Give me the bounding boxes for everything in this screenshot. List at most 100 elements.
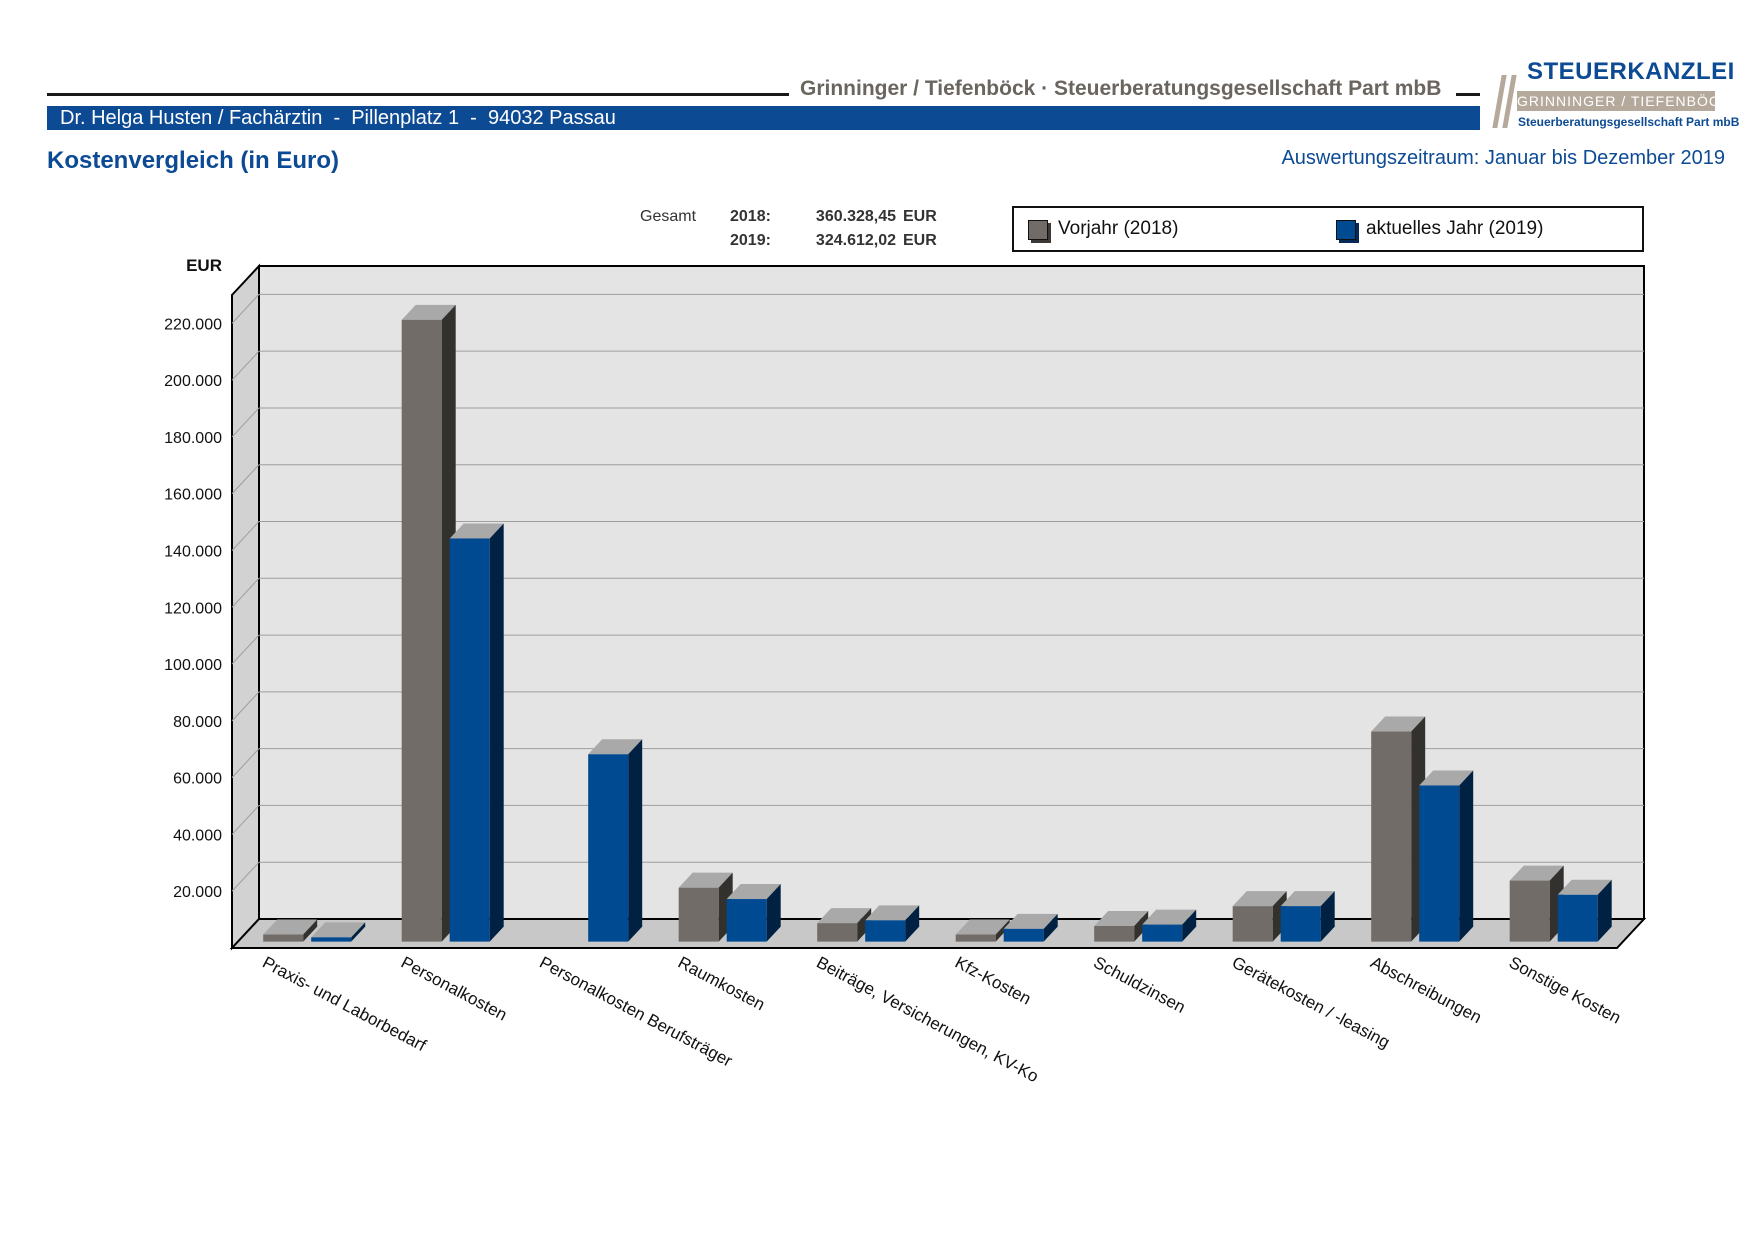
gridline-side <box>231 861 260 892</box>
bar-side <box>995 919 1010 942</box>
bar-top <box>1003 913 1058 929</box>
bar-side <box>1459 770 1474 942</box>
bar <box>311 937 352 942</box>
y-tick-label: 80.000 <box>173 714 222 731</box>
y-tick-label: 180.000 <box>164 430 222 447</box>
bar <box>955 934 996 942</box>
bar-top <box>817 908 872 924</box>
bar-top <box>588 739 643 755</box>
bar-top <box>955 919 1010 935</box>
bar-side <box>905 905 920 942</box>
totals-amount: 324.612,02 <box>815 232 896 249</box>
x-tick-label: Abschreibungen <box>1367 953 1484 1027</box>
bar <box>588 754 629 942</box>
totals-amount: 360.328,45 <box>815 208 896 225</box>
bar-top <box>1142 909 1197 925</box>
bar-top <box>1557 879 1612 895</box>
totals-label: Gesamt <box>640 208 697 225</box>
y-tick-label: 140.000 <box>164 544 222 561</box>
bar <box>726 899 767 942</box>
bar-side <box>1320 891 1335 942</box>
client-bar: Dr. Helga Husten / Fachärztin - Pillenpl… <box>47 106 1480 130</box>
bar-side <box>351 922 366 942</box>
bar-side <box>628 739 643 942</box>
gridline-side <box>231 634 260 665</box>
legend-swatch-prior-year <box>1028 220 1048 240</box>
bar-side <box>1134 911 1149 942</box>
x-tick-label: Beiträge, Versicherungen, KV-Ko <box>813 953 1041 1086</box>
bar-side <box>1597 879 1612 942</box>
bar-top <box>1371 716 1426 732</box>
bar <box>1142 924 1183 942</box>
y-tick-label: 100.000 <box>164 657 222 674</box>
bar-top <box>1094 911 1149 927</box>
bar-top <box>1232 891 1287 907</box>
bar-side <box>303 919 318 942</box>
bar-top <box>678 872 733 888</box>
bar <box>1557 894 1598 942</box>
x-tick-label: Personalkosten <box>398 953 510 1025</box>
logo-band-text: GRINNINGER / TIEFENBÖCK <box>1517 93 1731 109</box>
evaluation-period: Auswertungszeitraum: Januar bis Dezember… <box>1281 147 1725 169</box>
bar <box>449 538 490 942</box>
totals-unit: EUR <box>903 232 937 249</box>
bar <box>1280 906 1321 942</box>
y-tick-label: 20.000 <box>173 884 222 901</box>
legend-label-prior-year: Vorjahr (2018) <box>1058 218 1179 239</box>
gridline-side <box>231 407 260 438</box>
bar-top <box>1509 865 1564 881</box>
bar-top <box>449 523 504 539</box>
y-axis-label: EUR <box>186 256 222 275</box>
gridline-side <box>231 464 260 495</box>
x-tick-label: Raumkosten <box>675 953 768 1015</box>
bar <box>1509 880 1550 942</box>
x-tick-label: Sonstige Kosten <box>1506 953 1624 1028</box>
bar <box>1003 928 1044 942</box>
totals-year: 2018: <box>730 208 771 225</box>
y-tick-label: 120.000 <box>164 600 222 617</box>
bar-top <box>865 905 920 921</box>
bar <box>1419 785 1460 942</box>
bar <box>678 887 719 942</box>
logo-title: STEUERKANZLEI <box>1527 58 1735 85</box>
y-tick-label: 40.000 <box>173 827 222 844</box>
totals-year: 2019: <box>730 232 771 249</box>
header-rule <box>47 93 789 96</box>
bar <box>1094 926 1135 942</box>
bar-top <box>726 884 781 900</box>
bar <box>401 319 442 942</box>
page-title: Kostenvergleich (in Euro) <box>47 147 340 174</box>
gridline-side <box>231 577 260 608</box>
legend-label-current-year: aktuelles Jahr (2019) <box>1366 218 1544 239</box>
x-tick-label: Schuldzinsen <box>1090 953 1188 1017</box>
y-tick-label: 160.000 <box>164 487 222 504</box>
x-tick-label: Kfz-Kosten <box>952 953 1034 1009</box>
bar-top <box>311 922 366 938</box>
gridline-side <box>231 294 260 324</box>
bar <box>1232 906 1273 942</box>
gridline-side <box>231 805 260 835</box>
bar-side <box>1043 913 1058 942</box>
gridline-side <box>231 748 260 778</box>
gridline-side <box>231 521 260 551</box>
logo-band: GRINNINGER / TIEFENBÖCK <box>1517 91 1731 111</box>
totals-unit: EUR <box>903 208 937 225</box>
bar <box>1371 731 1412 942</box>
legend-swatch-current-year <box>1336 220 1356 240</box>
plot-side-wall <box>231 263 260 951</box>
bar <box>263 934 304 942</box>
bar-side <box>489 523 504 942</box>
bar-top <box>263 919 318 935</box>
y-tick-label: 60.000 <box>173 771 222 788</box>
gridline-side <box>231 691 260 722</box>
header-rule-end <box>1456 93 1480 96</box>
chart-legend: Vorjahr (2018) aktuelles Jahr (2019) <box>1012 206 1644 252</box>
client-line: Dr. Helga Husten / Fachärztin - Pillenpl… <box>60 107 616 129</box>
y-tick-label: 200.000 <box>164 373 222 390</box>
y-tick-label: 220.000 <box>164 316 222 333</box>
bar <box>865 920 906 942</box>
firm-name: Grinninger / Tiefenböck · Steuerberatung… <box>800 77 1442 100</box>
logo-subtitle: Steuerberatungsgesellschaft Part mbB <box>1518 115 1740 129</box>
gridline-side <box>231 350 260 381</box>
